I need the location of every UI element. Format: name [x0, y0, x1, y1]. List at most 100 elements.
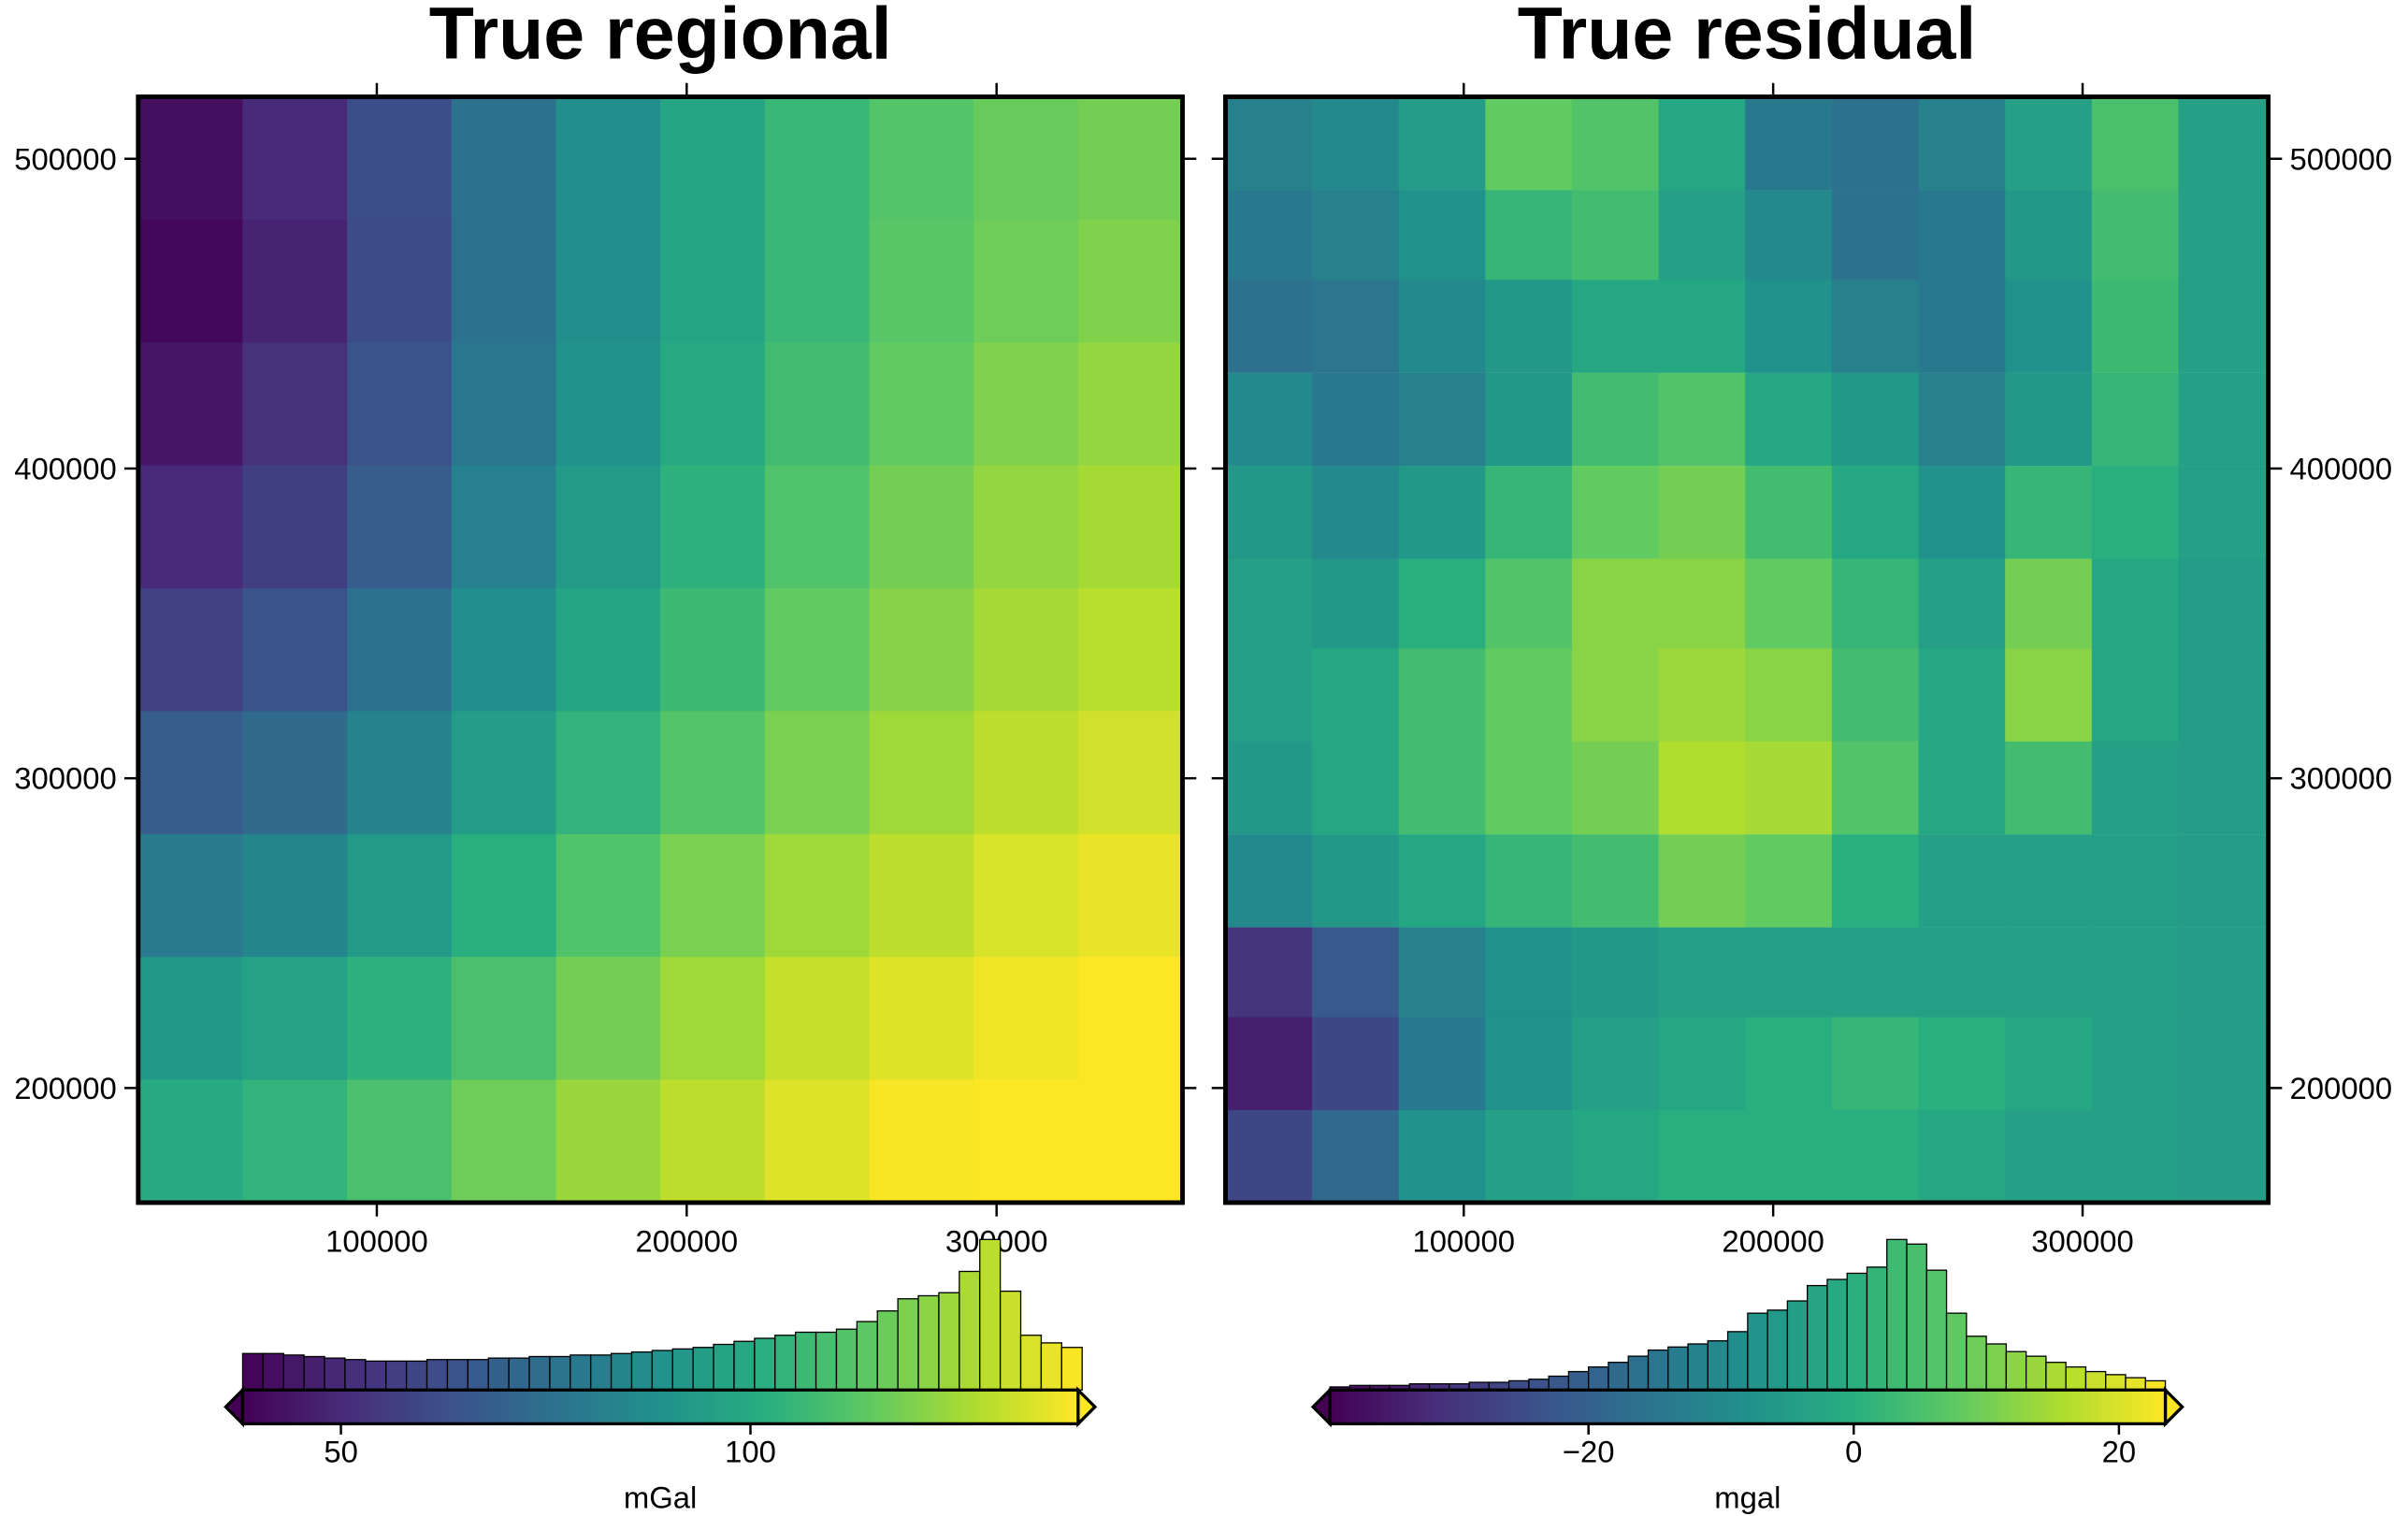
histogram-bar — [876, 1310, 899, 1391]
heatmap-cell — [1831, 741, 1920, 835]
heatmap-cell — [869, 1079, 975, 1203]
heatmap-cell — [451, 833, 557, 959]
heatmap-cell — [1077, 219, 1183, 344]
heatmap-cell — [1485, 834, 1574, 928]
heatmap-cell — [1571, 741, 1660, 835]
heatmap-cell — [451, 219, 557, 344]
heatmap-cell — [1311, 558, 1400, 652]
heatmap-cell — [2005, 834, 2094, 928]
colorbar-tick-label: 100 — [725, 1434, 776, 1468]
colorbar-tick-label: 20 — [2102, 1434, 2137, 1468]
heatmap-cell — [2091, 741, 2180, 835]
heatmap-cell — [451, 96, 557, 221]
heatmap-cell — [660, 588, 766, 713]
heatmap-cell — [1571, 1109, 1660, 1203]
histogram-bar — [282, 1354, 305, 1391]
heatmap-cell — [2005, 372, 2094, 467]
heatmap-cell — [1745, 190, 1834, 283]
histogram-bar — [815, 1331, 838, 1391]
heatmap-cell — [1485, 96, 1574, 191]
heatmap-cell — [869, 219, 975, 344]
heatmap-cell — [1658, 1109, 1747, 1203]
heatmap-cell — [660, 1079, 766, 1203]
heatmap-cell — [660, 833, 766, 959]
heatmap-cell — [242, 957, 349, 1081]
heatmap-cell — [1311, 190, 1400, 283]
heatmap-cell — [973, 465, 1079, 590]
heatmap-cell — [242, 342, 349, 467]
heatmap-cell — [1398, 280, 1487, 373]
heatmap-cell — [1831, 1109, 1920, 1203]
colorbar-triangle — [1310, 1386, 1332, 1428]
heatmap-cell — [1658, 927, 1747, 1021]
heatmap-cell — [555, 1079, 662, 1203]
heatmap-cell — [2178, 1109, 2267, 1203]
heatmap-cell — [1311, 834, 1400, 928]
heatmap-cell — [1745, 927, 1834, 1021]
heatmap-cell — [1745, 280, 1834, 373]
heatmap-cell — [1485, 280, 1574, 373]
histogram-bar — [999, 1290, 1022, 1391]
y-tick-label: 200000 — [2290, 1071, 2393, 1105]
heatmap-cell — [973, 219, 1079, 344]
heatmap-cell — [1077, 465, 1183, 590]
heatmap-cell — [1225, 1017, 1314, 1111]
heatmap-cell — [1311, 741, 1400, 835]
heatmap-cell — [1918, 1109, 2007, 1203]
heatmap-cell — [2005, 648, 2094, 742]
colorbar — [240, 1388, 1080, 1426]
heatmap-cell — [1918, 96, 2007, 191]
heatmap-cell — [2005, 96, 2094, 191]
histogram-bar — [1019, 1335, 1043, 1391]
heatmap-cell — [660, 219, 766, 344]
heatmap-cell — [1831, 648, 1920, 742]
heatmap-cell — [764, 833, 871, 959]
heatmap-cell — [973, 957, 1079, 1081]
heatmap-cell — [451, 465, 557, 590]
histogram-bar — [1707, 1340, 1729, 1391]
colorbar-label: mgal — [1714, 1480, 1781, 1515]
heatmap-cell — [2091, 280, 2180, 373]
frame — [136, 94, 1185, 1206]
heatmap-cell — [973, 711, 1079, 835]
heatmap-cell — [137, 1079, 244, 1203]
heatmap-cell — [1571, 927, 1660, 1021]
colorbar-triangle — [2163, 1386, 2185, 1428]
histogram-bar — [733, 1340, 756, 1391]
heatmap-cell — [1831, 280, 1920, 373]
heatmap-cell — [1571, 96, 1660, 191]
heatmap-cell — [1918, 558, 2007, 652]
histogram-bar — [2125, 1377, 2146, 1391]
y-tick-label: 300000 — [2290, 761, 2393, 796]
y-tick-label: 400000 — [14, 451, 117, 485]
heatmap-cell — [555, 711, 662, 835]
heatmap-cell — [1077, 342, 1183, 467]
y-tick-label: 300000 — [14, 761, 117, 796]
heatmap-cell — [1918, 466, 2007, 559]
colorbar-triangle — [1076, 1386, 1098, 1428]
heatmap-cell — [1311, 96, 1400, 191]
heatmap-cell — [242, 833, 349, 959]
heatmap-cell — [137, 957, 244, 1081]
heatmap-cell — [1485, 466, 1574, 559]
heatmap-cell — [1398, 741, 1487, 835]
histogram-bar — [1766, 1309, 1789, 1391]
heatmap-cell — [2005, 558, 2094, 652]
histogram-bar — [1060, 1347, 1083, 1391]
histogram-bar — [1866, 1266, 1888, 1391]
histogram-bar — [1786, 1300, 1809, 1391]
heatmap-cell — [347, 219, 453, 344]
heatmap-cell — [1225, 927, 1314, 1021]
x-tick-label: 200000 — [1722, 1223, 1824, 1258]
heatmap-cell — [137, 219, 244, 344]
histogram-bar — [938, 1292, 960, 1391]
heatmap-cell — [1658, 96, 1747, 191]
heatmap-cell — [1918, 190, 2007, 283]
colorbar-label: mGal — [624, 1480, 697, 1515]
heatmap-cell — [764, 342, 871, 467]
heatmap-cell — [347, 342, 453, 467]
heatmap-cell — [1225, 96, 1314, 191]
x-tick-label: 200000 — [636, 1223, 739, 1258]
heatmap-cell — [137, 588, 244, 713]
histogram-bar — [385, 1360, 408, 1391]
